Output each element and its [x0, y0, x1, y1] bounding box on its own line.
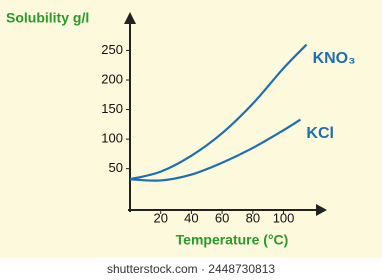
series-line [129, 43, 308, 181]
y-tick-label: 250 [101, 42, 123, 57]
watermark-strip [0, 258, 382, 280]
x-tick-label: 60 [215, 210, 229, 225]
series-line [129, 118, 302, 182]
y-tick-label: 200 [101, 71, 123, 86]
y-axis-label: Solubility g/l [6, 10, 89, 26]
series-label: KCl [306, 125, 334, 142]
axes [124, 12, 327, 216]
y-tick-label: 50 [109, 160, 123, 175]
x-axis-label: Temperature (°C) [176, 232, 289, 248]
x-tick-label: 40 [184, 210, 198, 225]
x-tick-label: 100 [273, 210, 295, 225]
y-tick-label: 150 [101, 101, 123, 116]
y-arrow [124, 12, 136, 24]
x-tick-label: 80 [246, 210, 260, 225]
x-tick-label: 20 [153, 210, 167, 225]
series-label: KNO₃ [313, 50, 356, 67]
y-tick-label: 100 [101, 131, 123, 146]
watermark: shutterstock.com · 2448730813 [107, 262, 275, 276]
x-arrow [316, 204, 327, 216]
